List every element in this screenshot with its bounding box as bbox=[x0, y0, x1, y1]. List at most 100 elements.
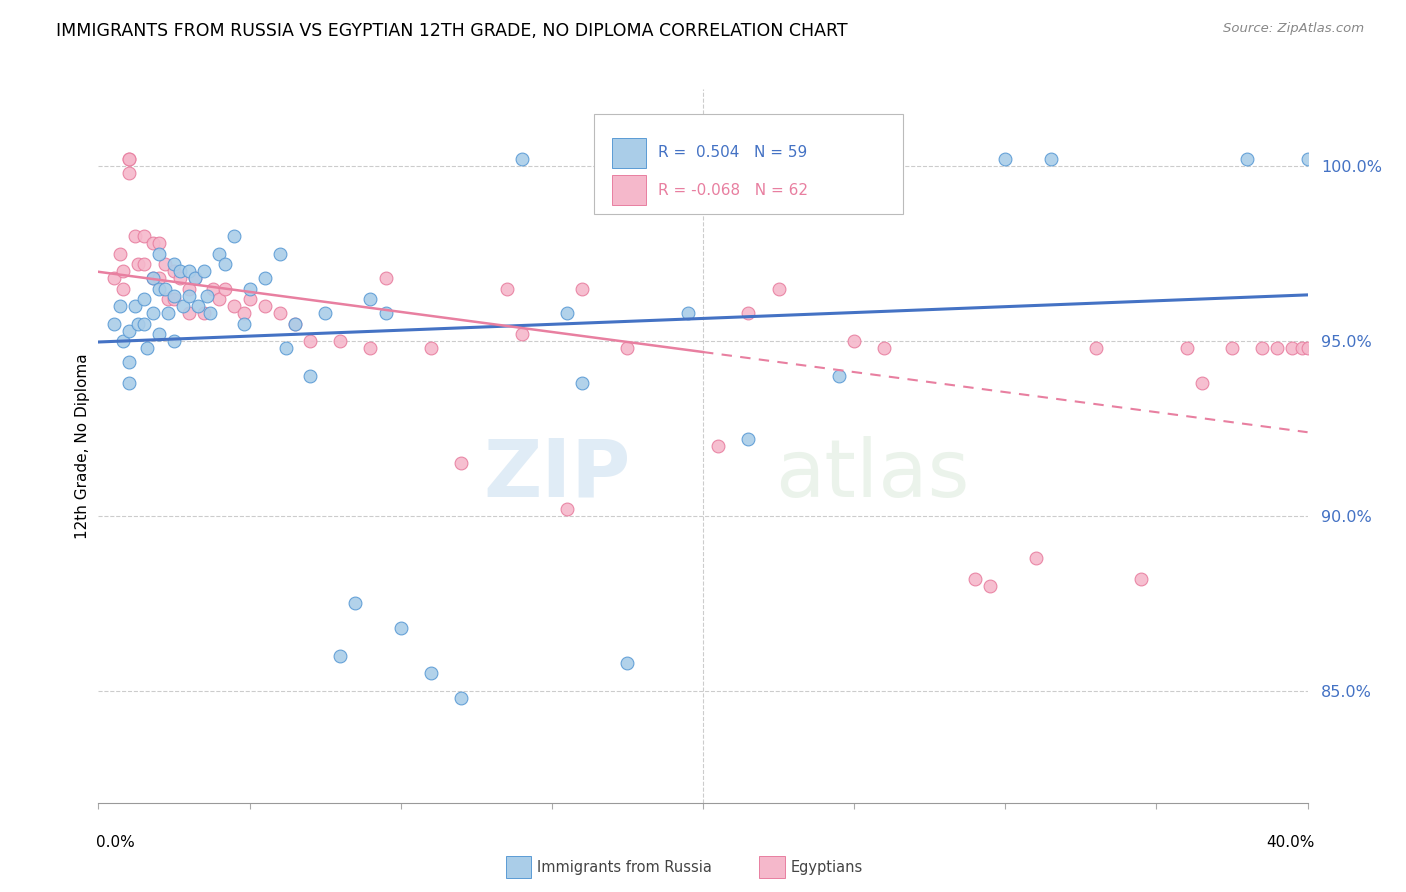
Point bbox=[153, 257, 176, 271]
Point bbox=[828, 369, 851, 384]
Point bbox=[177, 282, 201, 296]
Point bbox=[571, 282, 593, 296]
Point bbox=[994, 152, 1017, 166]
Point bbox=[450, 457, 472, 471]
Point bbox=[555, 502, 578, 516]
Point bbox=[163, 264, 186, 278]
Point bbox=[344, 596, 367, 610]
FancyBboxPatch shape bbox=[612, 138, 647, 168]
Point bbox=[616, 656, 638, 670]
Point bbox=[163, 257, 186, 271]
Point bbox=[202, 282, 225, 296]
Text: Egyptians: Egyptians bbox=[790, 860, 862, 874]
Point bbox=[676, 306, 699, 320]
Point bbox=[360, 292, 382, 306]
Point bbox=[239, 282, 262, 296]
Point bbox=[193, 306, 215, 320]
Point bbox=[118, 152, 141, 166]
Point bbox=[419, 666, 441, 681]
Point bbox=[1291, 341, 1313, 355]
Point bbox=[616, 341, 638, 355]
Point bbox=[965, 572, 987, 586]
Text: R = -0.068   N = 62: R = -0.068 N = 62 bbox=[658, 183, 808, 198]
Point bbox=[208, 292, 231, 306]
Text: Immigrants from Russia: Immigrants from Russia bbox=[537, 860, 711, 874]
Point bbox=[1039, 152, 1062, 166]
Point bbox=[299, 369, 322, 384]
Point bbox=[253, 271, 276, 285]
Point bbox=[184, 271, 207, 285]
Text: ZIP: ZIP bbox=[484, 435, 630, 514]
Point bbox=[329, 648, 352, 663]
Point bbox=[156, 306, 179, 320]
Point bbox=[1296, 341, 1319, 355]
Point bbox=[132, 229, 155, 244]
Point bbox=[1296, 152, 1319, 166]
Point bbox=[737, 432, 759, 446]
Point bbox=[1265, 341, 1288, 355]
Point bbox=[127, 317, 149, 331]
Point bbox=[274, 341, 297, 355]
Point bbox=[187, 299, 209, 313]
Text: R =  0.504   N = 59: R = 0.504 N = 59 bbox=[658, 145, 807, 161]
Point bbox=[571, 376, 593, 390]
Point bbox=[111, 264, 134, 278]
Point bbox=[124, 229, 146, 244]
Point bbox=[193, 264, 215, 278]
Point bbox=[419, 341, 441, 355]
Point bbox=[299, 334, 322, 348]
Point bbox=[142, 306, 165, 320]
Point bbox=[844, 334, 866, 348]
Point bbox=[707, 439, 730, 453]
Text: Source: ZipAtlas.com: Source: ZipAtlas.com bbox=[1223, 22, 1364, 36]
Point bbox=[284, 317, 307, 331]
Point bbox=[177, 264, 201, 278]
Point bbox=[118, 355, 141, 369]
Point bbox=[450, 690, 472, 705]
Point bbox=[389, 621, 412, 635]
Text: 40.0%: 40.0% bbox=[1267, 836, 1315, 850]
Point bbox=[224, 229, 246, 244]
Point bbox=[118, 324, 141, 338]
Point bbox=[142, 271, 165, 285]
Point bbox=[108, 246, 131, 260]
Point bbox=[1191, 376, 1213, 390]
Point bbox=[195, 288, 218, 302]
Point bbox=[269, 306, 291, 320]
Point bbox=[103, 317, 125, 331]
Point bbox=[177, 306, 201, 320]
Point bbox=[374, 306, 396, 320]
Point bbox=[214, 282, 236, 296]
Point bbox=[184, 271, 207, 285]
Point bbox=[118, 376, 141, 390]
Point bbox=[163, 334, 186, 348]
Point bbox=[148, 271, 170, 285]
Point bbox=[127, 257, 149, 271]
Point bbox=[314, 306, 336, 320]
Point bbox=[148, 282, 170, 296]
Point bbox=[163, 292, 186, 306]
Point bbox=[1175, 341, 1198, 355]
Point bbox=[510, 152, 533, 166]
Point bbox=[1024, 550, 1046, 565]
Point bbox=[200, 306, 222, 320]
Point bbox=[232, 306, 254, 320]
Text: 0.0%: 0.0% bbox=[96, 836, 135, 850]
Y-axis label: 12th Grade, No Diploma: 12th Grade, No Diploma bbox=[75, 353, 90, 539]
Point bbox=[132, 317, 155, 331]
Point bbox=[284, 317, 307, 331]
Point bbox=[253, 299, 276, 313]
Text: atlas: atlas bbox=[776, 435, 970, 514]
Point bbox=[1281, 341, 1303, 355]
FancyBboxPatch shape bbox=[595, 114, 903, 214]
Point bbox=[269, 246, 291, 260]
Point bbox=[979, 579, 1001, 593]
Point bbox=[124, 299, 146, 313]
Point bbox=[329, 334, 352, 348]
Point bbox=[148, 246, 170, 260]
Point bbox=[873, 341, 896, 355]
Point bbox=[239, 292, 262, 306]
Point bbox=[555, 306, 578, 320]
Point bbox=[1236, 152, 1258, 166]
Point bbox=[142, 271, 165, 285]
